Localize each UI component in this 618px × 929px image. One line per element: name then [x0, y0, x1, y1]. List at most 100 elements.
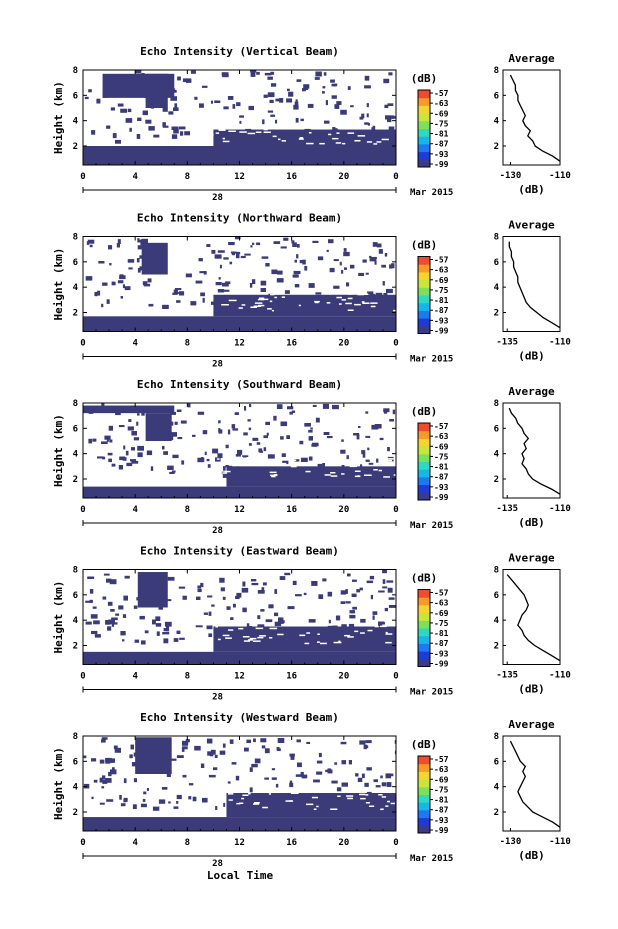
echo-speckle: [340, 741, 347, 745]
colorbar-segment: [418, 151, 430, 160]
echo-gap: [290, 457, 295, 459]
echo-speckle: [377, 799, 383, 803]
colorbar-segment: [418, 256, 430, 265]
y-tick-label: 6: [73, 591, 78, 601]
echo-speckle: [111, 281, 116, 286]
echo-speckle: [250, 70, 257, 73]
echo-speckle: [330, 629, 338, 634]
colorbar-tick-label: -81: [434, 130, 449, 139]
echo-speckle: [231, 762, 237, 765]
echo-speckle: [102, 93, 108, 98]
echo-speckle: [240, 255, 246, 259]
echo-speckle: [108, 458, 112, 463]
echo-speckle: [345, 589, 348, 594]
echo-speckle: [131, 431, 137, 436]
echo-speckle: [236, 466, 240, 471]
echo-speckle: [288, 91, 294, 97]
colorbar-segment: [418, 635, 430, 644]
echo-speckle: [350, 105, 354, 108]
echo-speckle: [357, 634, 365, 637]
echo-gap: [386, 458, 395, 460]
echo-speckle: [252, 242, 255, 245]
echo-gap: [228, 629, 234, 631]
echo-speckle: [242, 799, 248, 805]
echo-gap: [309, 123, 317, 126]
echo-gap: [326, 302, 331, 304]
echo-speckle: [180, 131, 184, 136]
echo-speckle: [207, 595, 213, 598]
echo-gap: [269, 300, 273, 303]
echo-speckle: [117, 280, 124, 284]
heatmap-area: [83, 70, 396, 165]
echo-speckle: [101, 403, 105, 407]
echo-speckle: [203, 271, 207, 275]
echo-speckle: [335, 104, 340, 109]
profile-y-tick-label: 6: [494, 258, 499, 268]
echo-speckle: [318, 793, 326, 796]
echo-speckle: [353, 433, 360, 436]
echo-gap: [338, 640, 341, 643]
panel-0: Echo Intensity (Vertical Beam) 2 4 6 8 Height…: [52, 45, 571, 203]
echo-speckle: [135, 70, 142, 74]
echo-speckle: [178, 586, 186, 589]
echo-speckle: [206, 738, 213, 744]
echo-speckle: [225, 281, 231, 285]
echo-gap: [373, 143, 378, 145]
echo-speckle: [337, 634, 343, 638]
echo-speckle: [229, 739, 234, 744]
echo-speckle: [150, 466, 154, 471]
colorbar-segment: [418, 159, 430, 168]
echo-speckle: [292, 133, 296, 139]
echo-gap: [243, 457, 249, 460]
colorbar-tick-label: -99: [434, 160, 449, 169]
colorbar-segment: [418, 90, 430, 99]
y-tick-label: 2: [73, 642, 78, 652]
echo-speckle: [361, 773, 365, 779]
echo-gap: [268, 793, 271, 795]
echo-gap: [252, 640, 261, 642]
echo-gap: [278, 138, 281, 141]
echo-speckle: [306, 741, 311, 744]
echo-speckle: [248, 629, 256, 633]
echo-speckle: [249, 404, 252, 408]
echo-speckle: [312, 404, 317, 407]
echo-speckle: [91, 630, 98, 635]
echo-gap: [393, 474, 396, 476]
date-label: 28: [212, 360, 223, 370]
echo-speckle: [163, 638, 169, 644]
echo-speckle: [122, 614, 127, 618]
echo-speckle: [84, 96, 89, 100]
echo-gap: [361, 293, 369, 295]
echo-speckle: [171, 470, 176, 473]
echo-speckle: [362, 259, 367, 263]
echo-speckle: [197, 588, 202, 593]
echo-speckle: [229, 261, 233, 265]
echo-speckle: [347, 573, 351, 577]
echo-speckle: [134, 639, 140, 643]
x-tick-label: 0: [80, 672, 85, 682]
month-label: Mar 2015: [410, 688, 453, 698]
echo-speckle: [286, 98, 293, 103]
echo-speckle: [125, 118, 133, 123]
echo-speckle: [169, 411, 176, 415]
echo-speckle: [120, 296, 123, 299]
echo-speckle: [145, 601, 149, 605]
echo-speckle: [385, 773, 392, 779]
echo-speckle: [322, 578, 327, 582]
echo-speckle: [152, 619, 156, 625]
colorbar-unit: (dB): [411, 738, 438, 751]
colorbar-segment: [418, 113, 430, 122]
echo-gap: [351, 125, 354, 127]
echo-speckle: [127, 426, 134, 431]
x-tick-label: 16: [286, 172, 297, 182]
echo-speckle: [127, 259, 135, 263]
echo-gap: [301, 463, 306, 466]
echo-speckle: [213, 767, 218, 771]
echo-speckle: [94, 634, 101, 638]
echo-speckle: [130, 459, 137, 462]
echo-speckle: [267, 92, 275, 98]
echo-speckle: [287, 802, 291, 805]
x-tick-label: 0: [80, 172, 85, 182]
echo-speckle: [250, 245, 253, 248]
echo-speckle: [261, 587, 265, 592]
